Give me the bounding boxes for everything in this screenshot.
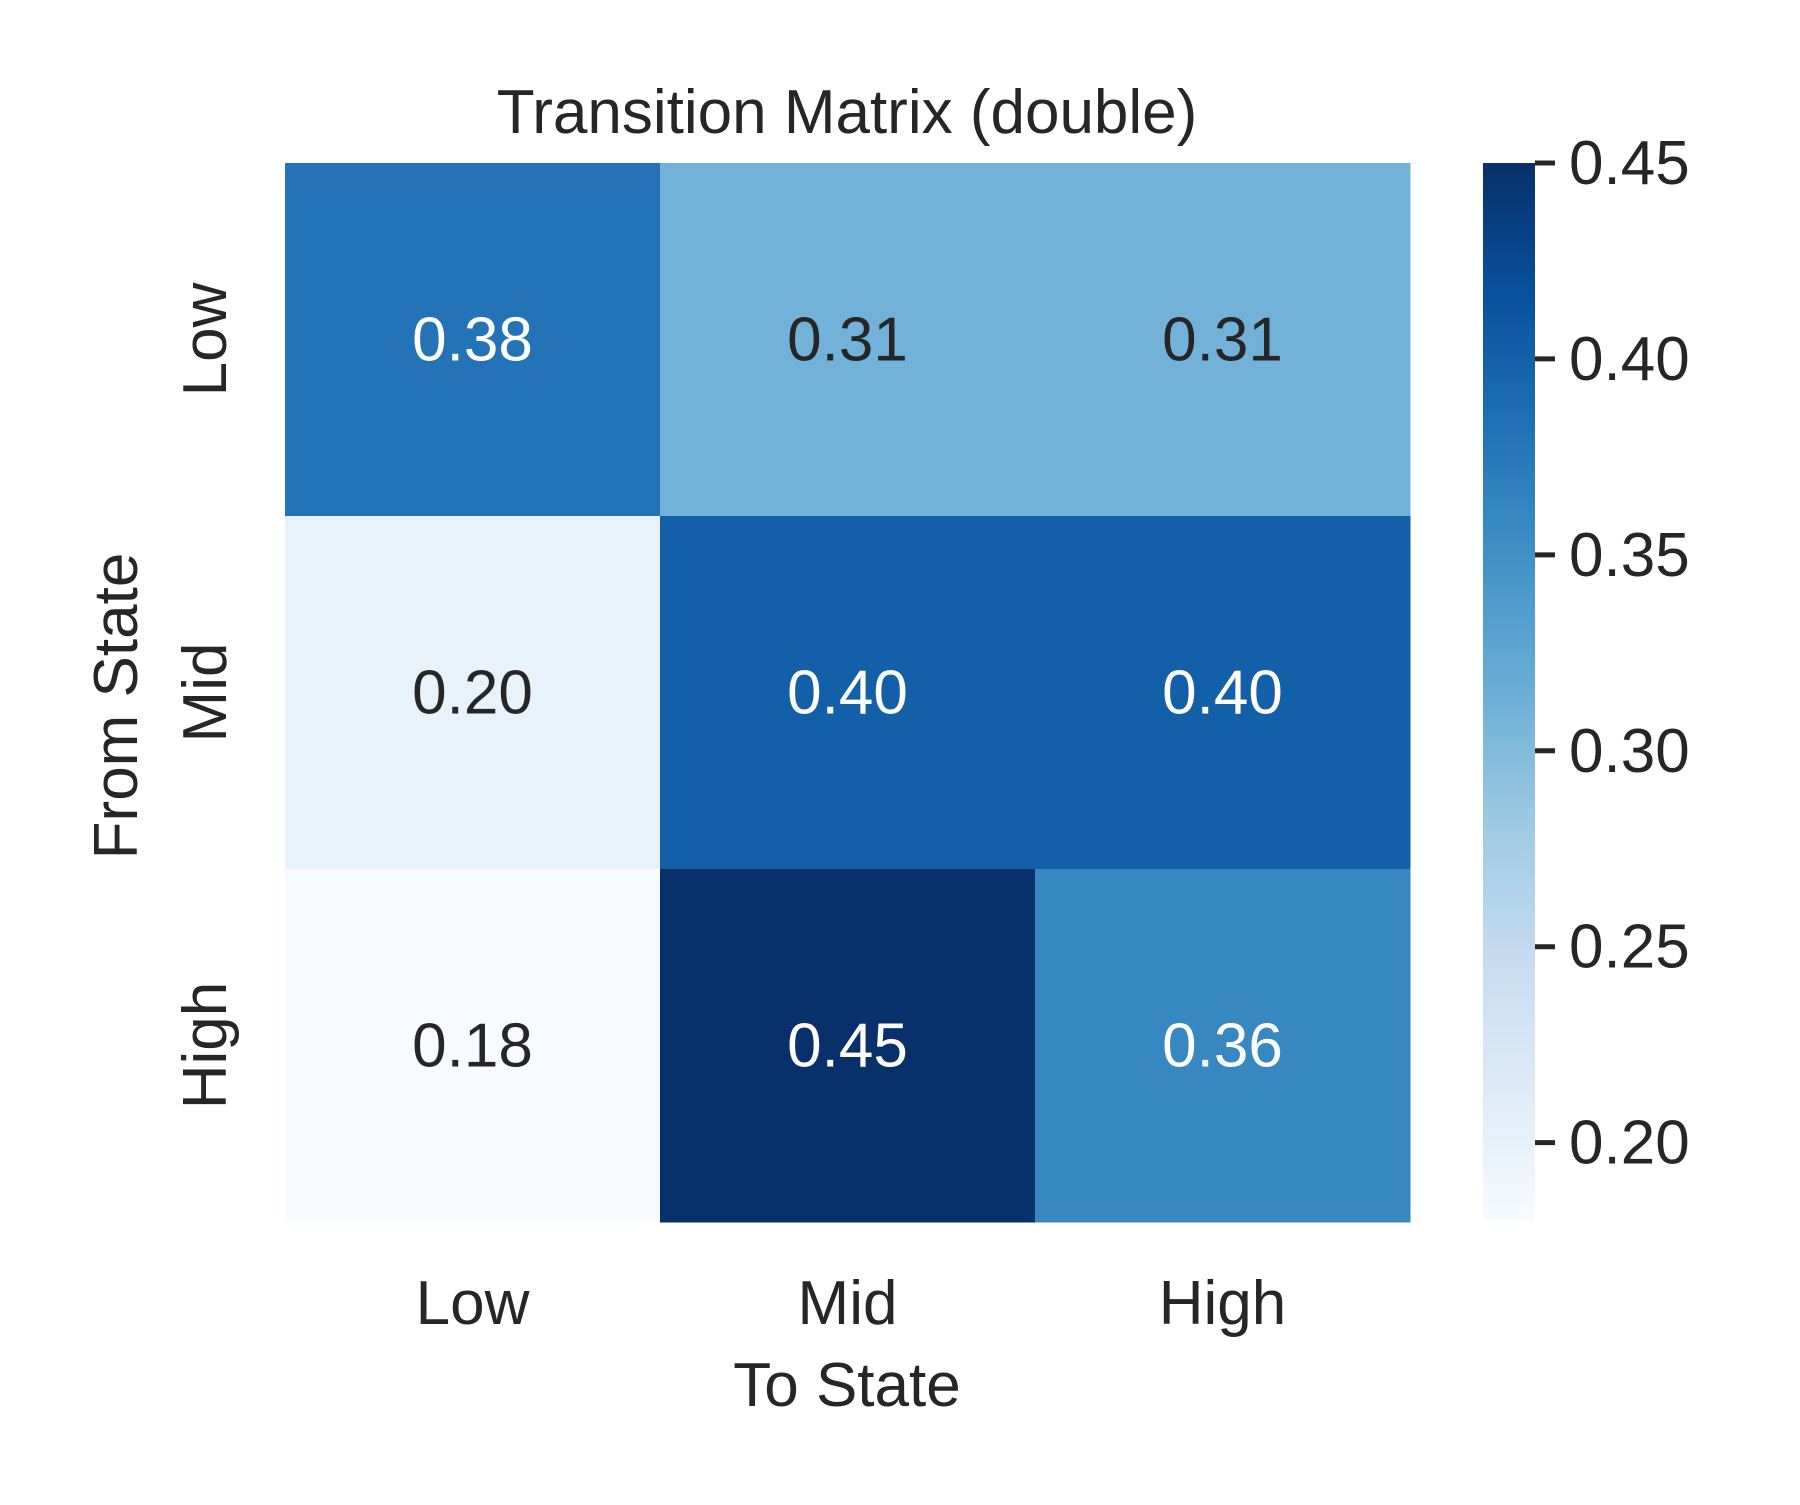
cell-value-label: 0.38 xyxy=(412,306,533,375)
heatmap-cell xyxy=(660,163,1036,517)
heatmap-cell xyxy=(285,516,661,870)
y-tick-label: Mid xyxy=(171,643,240,743)
y-axis-label: From State xyxy=(82,553,151,860)
y-tick-label: High xyxy=(171,982,240,1110)
cell-value-label: 0.45 xyxy=(787,1012,908,1081)
cell-value-label: 0.18 xyxy=(412,1012,533,1081)
cell-value-label: 0.20 xyxy=(412,659,533,728)
heatmap-cells xyxy=(285,163,1411,1223)
y-tick-label: Low xyxy=(171,282,240,396)
colorbar-tick-label: 0.40 xyxy=(1569,325,1690,394)
cell-value-label: 0.40 xyxy=(1162,659,1283,728)
colorbar-ticks: 0.20 0.25 0.30 0.35 0.40 0.45 xyxy=(1535,129,1690,1178)
cell-value-label: 0.40 xyxy=(787,659,908,728)
heatmap-cell xyxy=(660,869,1036,1223)
colorbar-tick-label: 0.20 xyxy=(1569,1109,1690,1178)
x-tick-label: High xyxy=(1159,1269,1287,1338)
colorbar-tick-label: 0.30 xyxy=(1569,717,1690,786)
colorbar xyxy=(1483,163,1535,1221)
cell-value-label: 0.31 xyxy=(787,306,908,375)
x-axis-label: To State xyxy=(733,1351,960,1420)
colorbar-tick-label: 0.25 xyxy=(1569,913,1690,982)
cell-value-label: 0.31 xyxy=(1162,306,1283,375)
heatmap-cell xyxy=(285,163,661,517)
x-axis-tick-labels: Low Mid High xyxy=(416,1269,1287,1338)
x-tick-label: Low xyxy=(416,1269,530,1338)
cell-value-label: 0.36 xyxy=(1162,1012,1283,1081)
colorbar-tick-label: 0.45 xyxy=(1569,129,1690,198)
heatmap-cell xyxy=(1035,163,1411,517)
heatmap-cell xyxy=(1035,869,1411,1223)
heatmap-cell xyxy=(285,869,661,1223)
chart-title: Transition Matrix (double) xyxy=(497,78,1198,147)
colorbar-tick-label: 0.35 xyxy=(1569,521,1690,590)
y-axis-tick-labels: Low Mid High xyxy=(171,282,240,1109)
heatmap-cell xyxy=(1035,516,1411,870)
x-tick-label: Mid xyxy=(798,1269,898,1338)
heatmap-cell xyxy=(660,516,1036,870)
heatmap-cell-labels: 0.38 0.31 0.31 0.20 0.40 0.40 0.18 0.45 0.36 xyxy=(412,306,1283,1081)
